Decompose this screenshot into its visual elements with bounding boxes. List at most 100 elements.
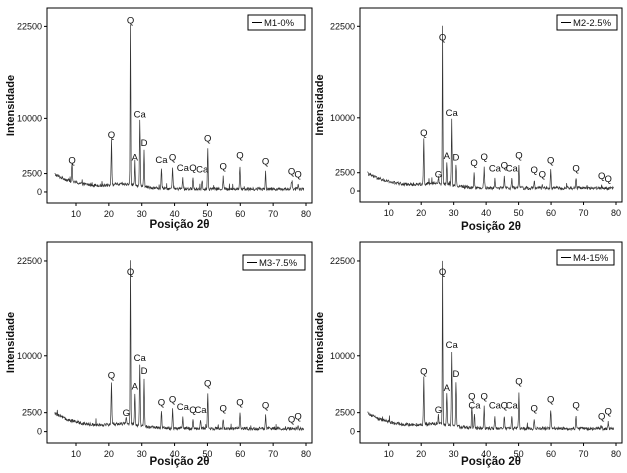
peak-label: Ca: [468, 401, 481, 412]
x-tick-label: 10: [384, 449, 394, 459]
x-tick-label: 40: [170, 449, 180, 459]
x-tick-label: 20: [416, 449, 426, 459]
y-tick-label: 10000: [330, 113, 355, 123]
x-tick-label: 40: [481, 449, 491, 459]
x-tick-label: 40: [170, 209, 180, 219]
legend-box: [242, 254, 306, 271]
y-axis-title: Intensidade: [5, 312, 17, 373]
peak-label: Q: [204, 134, 211, 145]
legend: M4-15%: [556, 249, 615, 266]
y-tick-label: 22500: [17, 21, 42, 31]
peak-label: Q: [572, 164, 579, 175]
xrd-panel-2: 10 20 30 40 50 60 70 80 0 2500 10000 22500 Posição 2…: [314, 7, 623, 233]
legend-label: M4-15%: [573, 253, 609, 264]
plot-frame: [46, 241, 313, 444]
y-axis-title: Intensidade: [314, 74, 326, 135]
x-tick-label: 70: [268, 449, 278, 459]
legend-label: M2-2.5%: [573, 18, 612, 29]
y-tick-label: 2500: [335, 408, 355, 418]
peak-label: D: [141, 366, 148, 377]
peak-label: Ca: [446, 108, 459, 119]
peak-label: Ca: [506, 164, 519, 175]
legend-label: M3-7.5%: [259, 258, 298, 269]
legend-box: [247, 14, 306, 31]
x-tick-label: 30: [137, 209, 147, 219]
y-tick-label: 2500: [335, 168, 355, 178]
x-tick-label: 60: [235, 209, 245, 219]
peak-label: A: [444, 151, 451, 162]
legend-box: [556, 14, 618, 31]
xrd-pattern-line: [367, 25, 614, 191]
x-tick-label: 80: [611, 449, 621, 459]
peak-label: A: [444, 383, 451, 394]
peak-label: Q: [158, 398, 165, 409]
x-axis-title: Posição 2θ: [150, 219, 210, 231]
peak-label: Ca: [177, 402, 190, 413]
peak-label: Ca: [155, 155, 168, 166]
x-tick-label: 20: [416, 208, 426, 218]
x-tick-label: 60: [235, 449, 245, 459]
peak-label: Q: [220, 404, 227, 415]
plot-frame: [359, 7, 623, 203]
peak-label: Q: [420, 367, 427, 378]
peak-label: Q: [220, 162, 227, 173]
y-tick-label: 0: [350, 427, 355, 437]
peak-label: Q: [530, 165, 537, 176]
peak-label: G: [435, 170, 442, 181]
peak-label: Q: [68, 156, 75, 167]
xrd-pattern-line: [54, 24, 305, 192]
peak-label: A: [132, 153, 139, 164]
peak-label: Q: [189, 163, 196, 174]
peak-label: Q: [127, 15, 134, 26]
x-tick-label: 70: [579, 449, 589, 459]
peak-label: Q: [204, 379, 211, 390]
x-tick-label: 50: [514, 449, 524, 459]
peak-label: Q: [468, 392, 475, 403]
x-tick-label: 50: [202, 209, 212, 219]
x-tick-label: 50: [202, 449, 212, 459]
y-tick-label: 10000: [17, 113, 42, 123]
xrd-pattern-line: [367, 260, 615, 432]
x-tick-label: 50: [514, 208, 524, 218]
y-axis-title: Intensidade: [5, 75, 17, 136]
xrd-panel-3: 10 20 30 40 50 60 70 80 0 2500 10000 22500 Posição 2…: [5, 241, 313, 468]
x-tick-label: 30: [449, 449, 459, 459]
xrd-panel-1: 10 20 30 40 50 60 70 80 0 2500 10000 22500 Posição 2…: [5, 7, 313, 231]
peak-label: Q: [439, 267, 446, 278]
peak-label: Ca: [177, 163, 190, 174]
x-tick-label: 10: [71, 449, 81, 459]
peak-label: Q: [480, 392, 487, 403]
peak-label: Q: [470, 158, 477, 169]
x-axis-title: Posição 2θ: [461, 456, 521, 468]
x-tick-label: 20: [104, 209, 114, 219]
x-tick-label: 10: [384, 208, 394, 218]
plot-frame: [46, 7, 313, 204]
x-tick-label: 80: [301, 449, 311, 459]
peak-label: Q: [598, 411, 605, 422]
x-tick-label: 70: [268, 209, 278, 219]
x-tick-label: 60: [546, 449, 556, 459]
peak-label: Q: [262, 156, 269, 167]
y-tick-label: 10000: [330, 351, 355, 361]
legend-box: [556, 249, 615, 266]
peak-label: Q: [530, 404, 537, 415]
peak-label: Ca: [134, 109, 147, 120]
peak-label: Ca: [196, 165, 209, 176]
peak-label: Q: [439, 32, 446, 43]
plot-frame: [359, 241, 623, 444]
xrd-panel-4: 10 20 30 40 50 60 70 80 0 2500 10000 22500 Posição 2…: [314, 241, 623, 468]
peak-label: Q: [127, 267, 134, 278]
x-tick-label: 30: [449, 208, 459, 218]
peak-label: D: [452, 369, 459, 380]
x-axis-title: Posição 2θ: [150, 456, 210, 468]
peak-label: Ca: [506, 401, 519, 412]
y-tick-label: 22500: [330, 256, 355, 266]
y-tick-label: 22500: [17, 256, 42, 266]
peak-label: G: [123, 408, 130, 419]
x-tick-label: 60: [546, 208, 556, 218]
legend: M2-2.5%: [556, 14, 618, 31]
peak-label: Q: [605, 407, 612, 418]
peak-label: Ca: [489, 401, 502, 412]
peak-label: Q: [572, 401, 579, 412]
peak-label: Q: [169, 153, 176, 164]
